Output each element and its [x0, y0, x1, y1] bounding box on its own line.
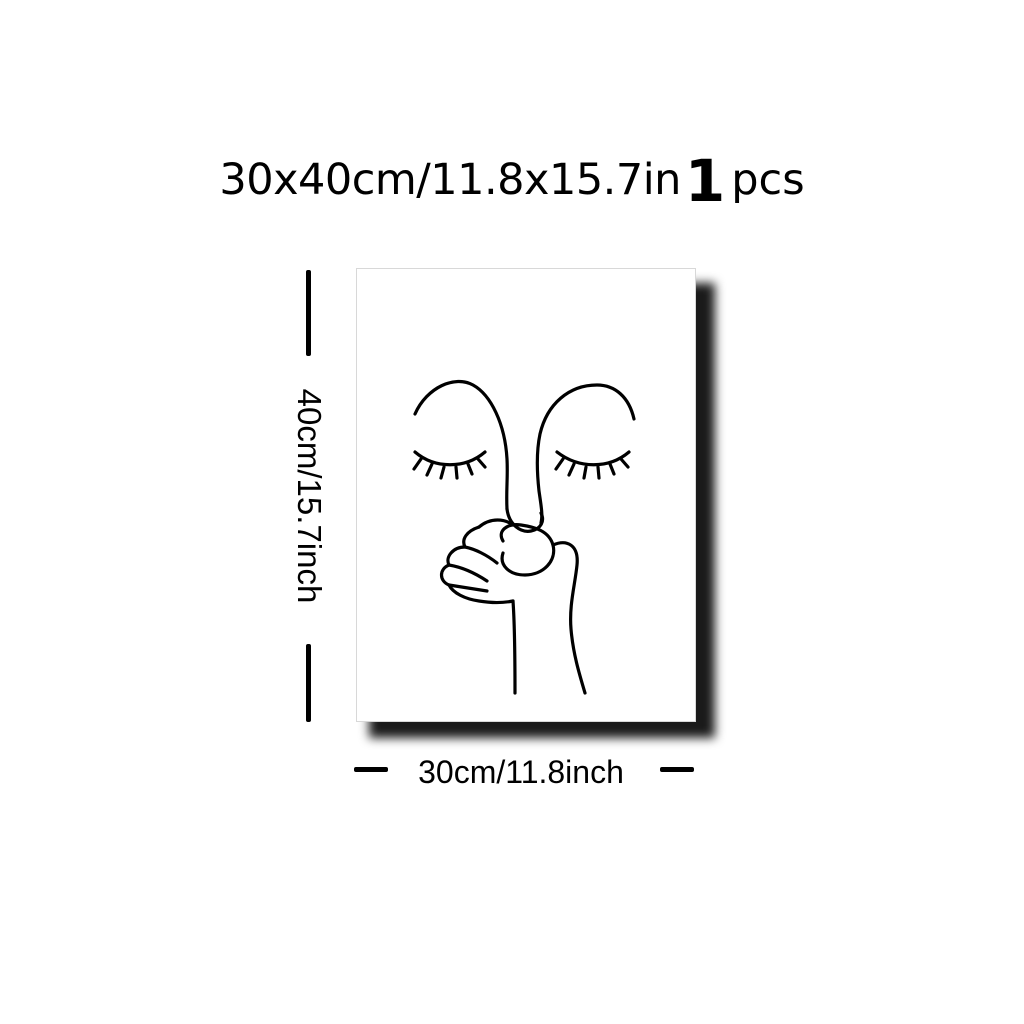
right-brow-nose-line	[535, 383, 636, 525]
size-quantity-heading: 30x40cm/11.8x15.7in 1 pcs	[0, 132, 1024, 210]
height-dimension-bar-top	[306, 270, 311, 356]
canvas-print	[356, 268, 696, 722]
nose-tip-line	[505, 507, 545, 533]
quantity-unit: pcs	[731, 155, 805, 205]
quantity-number: 1	[684, 147, 726, 215]
size-text: 30x40cm/11.8x15.7in	[219, 155, 681, 205]
right-eye-lashes	[554, 457, 630, 480]
left-brow-nose-line	[413, 379, 509, 511]
width-dimension-bar-right	[660, 767, 694, 772]
face-line-art	[412, 379, 636, 695]
width-dimension-bar-left	[354, 767, 388, 772]
wrist-left-line	[511, 599, 517, 695]
width-dimension-label: 30cm/11.8inch	[418, 754, 624, 790]
hand-fingers-line	[439, 525, 515, 605]
hand-palm-right-line	[551, 541, 587, 695]
left-eye-lashes	[412, 457, 487, 480]
height-dimension-label: 40cm/15.7inch	[291, 388, 328, 604]
right-eye-lid	[555, 450, 631, 467]
left-eye-lid	[413, 450, 487, 467]
hand-finger-creases	[447, 545, 499, 593]
height-dimension-bar-bottom	[306, 644, 311, 722]
